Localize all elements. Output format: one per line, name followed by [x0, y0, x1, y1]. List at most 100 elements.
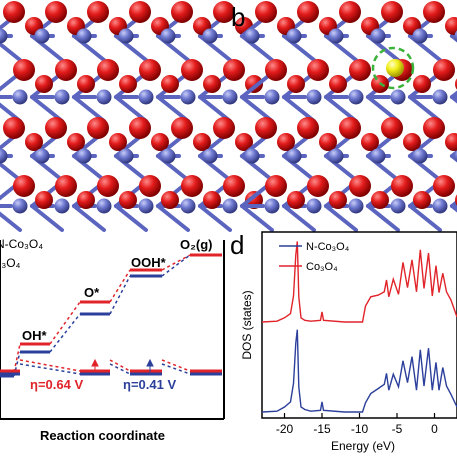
- dos-series-co3o4: [261, 241, 457, 323]
- b-o-atom: [433, 59, 455, 81]
- a-co-atom: [96, 89, 112, 105]
- b-co-atom: [412, 148, 428, 164]
- a-o-atom: [119, 191, 137, 209]
- a-co-atom: [34, 148, 50, 164]
- b-o-atom: [403, 133, 421, 151]
- b-co-atom: [328, 148, 344, 164]
- a-o-atom: [67, 133, 85, 151]
- connector-red: [161, 254, 191, 271]
- connector-red: [49, 301, 81, 345]
- baseline-connector-blue: [109, 363, 131, 375]
- b-co-atom: [306, 198, 322, 214]
- b-o-atom: [287, 75, 305, 93]
- a-o-atom: [193, 133, 211, 151]
- b-o-atom: [287, 191, 305, 209]
- dos-x-tick-label: -5: [392, 422, 403, 436]
- a-o-atom: [129, 117, 151, 139]
- connector-blue: [109, 275, 131, 315]
- structure-panel-b: [240, 1, 457, 232]
- a-o-atom: [25, 133, 43, 151]
- a-o-atom: [87, 117, 109, 139]
- connector-blue: [49, 313, 81, 353]
- b-o-atom: [297, 1, 319, 23]
- b-o-atom: [413, 191, 431, 209]
- connector-red: [109, 269, 131, 303]
- b-o-atom: [265, 59, 287, 81]
- a-co-atom: [12, 89, 28, 105]
- a-o-atom: [45, 1, 67, 23]
- overpotential-red: η=0.64 V: [30, 377, 83, 392]
- a-co-atom: [54, 198, 70, 214]
- a-o-atom: [171, 1, 193, 23]
- a-o-atom: [97, 59, 119, 81]
- b-o-atom: [361, 133, 379, 151]
- dos-y-axis-title: DOS (states): [240, 290, 254, 359]
- b-co-atom: [370, 28, 386, 44]
- b-co-atom: [432, 198, 448, 214]
- b-o-atom: [339, 1, 361, 23]
- b-o-atom: [265, 175, 287, 197]
- a-co-atom: [34, 28, 50, 44]
- b-o-atom: [255, 117, 277, 139]
- legend-co3o4-text: Co₃O₄: [0, 256, 21, 270]
- species-oh: OH*: [22, 328, 48, 343]
- a-co-atom: [54, 89, 70, 105]
- a-co-atom: [96, 198, 112, 214]
- dos-legend: N-Co₃O₄ Co₃O₄: [279, 241, 350, 273]
- legend-label-n-co3o4: N-Co₃O₄: [306, 241, 350, 253]
- a-o-atom: [139, 59, 161, 81]
- b-o-atom: [297, 117, 319, 139]
- a-o-atom: [35, 75, 53, 93]
- dos-series-n-co3o4: [261, 329, 457, 413]
- a-co-atom: [76, 28, 92, 44]
- b-o-atom: [381, 1, 403, 23]
- a-o-atom: [3, 117, 25, 139]
- a-o-atom: [77, 191, 95, 209]
- species-o2g: O₂(g): [180, 237, 213, 252]
- a-o-atom: [13, 59, 35, 81]
- a-o-atom: [87, 1, 109, 23]
- dopant-highlight-circle: [371, 46, 415, 90]
- b-co-atom: [454, 150, 457, 162]
- a-o-atom: [235, 133, 253, 151]
- a-o-atom: [119, 75, 137, 93]
- dos-x-axis-title: Energy (eV): [331, 439, 395, 453]
- a-o-atom: [13, 175, 35, 197]
- b-co-atom: [390, 89, 406, 105]
- a-co-atom: [202, 148, 218, 164]
- baseline-connector-red: [161, 359, 191, 372]
- b-o-atom: [277, 133, 295, 151]
- a-co-atom: [76, 148, 92, 164]
- dos-x-tick-label: -10: [351, 422, 369, 436]
- a-co-atom: [180, 198, 196, 214]
- b-co-atom: [306, 89, 322, 105]
- a-o-atom: [213, 117, 235, 139]
- connector-red: [13, 343, 21, 373]
- a-co-atom: [222, 89, 238, 105]
- b-o-atom: [423, 117, 445, 139]
- a-o-atom: [109, 133, 127, 151]
- b-o-atom: [433, 175, 455, 197]
- b-co-atom: [454, 30, 457, 42]
- baseline-connector-red: [109, 359, 131, 372]
- a-co-atom: [160, 148, 176, 164]
- x-axis-title-c: Reaction coordinate: [40, 428, 165, 443]
- b-o-atom: [329, 75, 347, 93]
- panel-label-d: d: [230, 230, 244, 260]
- b-o-atom: [391, 175, 413, 197]
- species-o: O*: [84, 285, 100, 300]
- species-ooh: OOH*: [131, 255, 167, 270]
- b-o-atom: [255, 1, 277, 23]
- a-o-atom: [171, 117, 193, 139]
- b-o-atom: [381, 117, 403, 139]
- panel-label-b: b: [231, 2, 245, 32]
- overpotential-arrow: [146, 358, 154, 372]
- b-co-atom: [264, 198, 280, 214]
- a-o-atom: [129, 1, 151, 23]
- b-co-atom: [412, 28, 428, 44]
- baseline-connector-red: [19, 359, 81, 372]
- overpotential-blue: η=0.41 V: [123, 377, 176, 392]
- b-co-atom: [244, 148, 260, 164]
- legend-label-co3o4: Co₃O₄: [306, 261, 338, 273]
- b-o-atom: [413, 75, 431, 93]
